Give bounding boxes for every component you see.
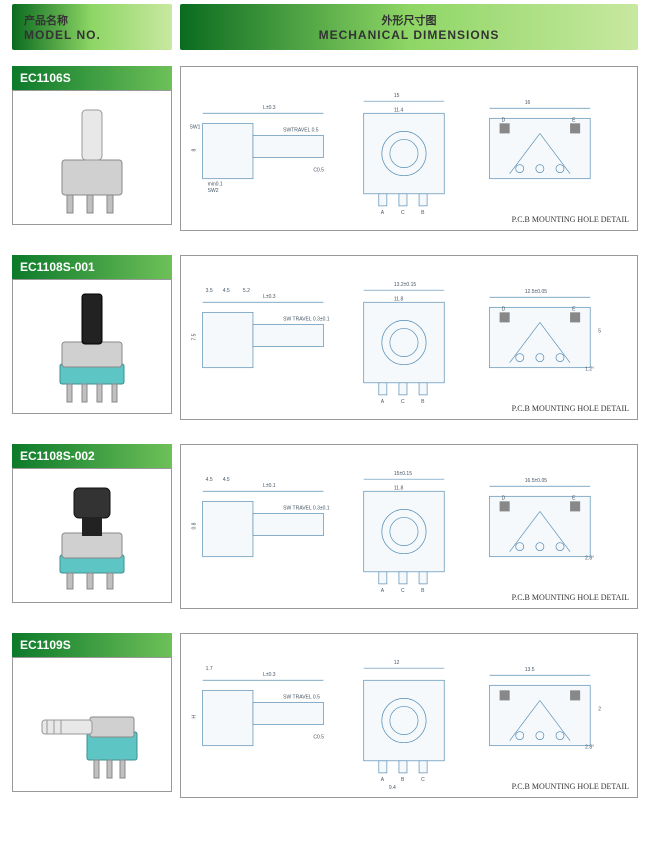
svg-text:13.5: 13.5 [525, 667, 535, 673]
header-model-cn: 产品名称 [24, 12, 160, 28]
header-row: 产品名称 MODEL NO. 外形尺寸图 MECHANICAL DIMENSIO… [0, 0, 650, 54]
product-row: EC1108S-001 L±0.3 SW TRAVEL 0.3±0.1 3.5 … [0, 243, 650, 432]
header-model: 产品名称 MODEL NO. [12, 4, 172, 50]
svg-text:B: B [401, 777, 405, 783]
svg-text:A: A [381, 777, 385, 783]
model-number: EC1106S [12, 66, 172, 90]
header-dim-en: MECHANICAL DIMENSIONS [192, 28, 626, 42]
svg-text:min0.1: min0.1 [208, 182, 223, 188]
svg-text:A: A [381, 210, 385, 216]
svg-text:A: A [381, 588, 385, 594]
svg-text:H: H [192, 715, 198, 719]
svg-text:2.8°: 2.8° [585, 556, 594, 562]
svg-text:D: D [502, 306, 506, 312]
svg-text:2.8°: 2.8° [585, 745, 594, 751]
svg-text:L±0.3: L±0.3 [263, 294, 276, 300]
svg-text:3.5: 3.5 [206, 288, 213, 294]
svg-text:SW TRAVEL 0.3±0.1: SW TRAVEL 0.3±0.1 [283, 316, 330, 322]
svg-text:A: A [381, 399, 385, 405]
svg-text:1.7: 1.7 [206, 666, 213, 672]
svg-text:C0.5: C0.5 [313, 168, 324, 174]
model-number: EC1108S-002 [12, 444, 172, 468]
svg-text:15±0.15: 15±0.15 [394, 471, 412, 477]
product-row: EC1106S L±0.3 SWTRAVEL 0.5 C0.5 8 SW1 SW… [0, 54, 650, 243]
svg-text:2: 2 [598, 706, 601, 712]
product-image [12, 657, 172, 792]
svg-text:12: 12 [394, 660, 400, 666]
svg-text:5.2: 5.2 [243, 288, 250, 294]
svg-text:11.4: 11.4 [394, 107, 404, 113]
product-row: EC1109S L±0.3 SW TRAVEL 0.5 C0.5 1.7 H [0, 621, 650, 810]
svg-text:SW1: SW1 [190, 124, 201, 130]
product-row: EC1108S-002 L±0.1 SW TRAVEL 0.3±0.1 4.5 … [0, 432, 650, 621]
svg-text:C: C [401, 210, 405, 216]
model-cell: EC1106S [12, 66, 172, 231]
svg-text:11.8: 11.8 [394, 296, 404, 302]
pcb-detail-label: P.C.B MOUNTING HOLE DETAIL [512, 215, 629, 224]
svg-text:SW TRAVEL 0.5: SW TRAVEL 0.5 [283, 694, 320, 700]
svg-text:C: C [401, 399, 405, 405]
svg-text:4.5: 4.5 [223, 288, 230, 294]
pcb-detail-label: P.C.B MOUNTING HOLE DETAIL [512, 782, 629, 791]
model-cell: EC1108S-001 [12, 255, 172, 420]
product-image [12, 279, 172, 414]
svg-text:13.2±0.15: 13.2±0.15 [394, 282, 416, 288]
svg-text:7.5: 7.5 [192, 333, 198, 340]
svg-text:B: B [421, 588, 425, 594]
svg-text:L±0.3: L±0.3 [263, 105, 276, 111]
svg-text:L±0.1: L±0.1 [263, 483, 276, 489]
svg-text:SWTRAVEL 0.5: SWTRAVEL 0.5 [283, 127, 319, 133]
model-number: EC1108S-001 [12, 255, 172, 279]
pcb-detail-label: P.C.B MOUNTING HOLE DETAIL [512, 593, 629, 602]
svg-text:15: 15 [394, 93, 400, 99]
svg-text:9.4: 9.4 [389, 785, 396, 791]
header-dim-cn: 外形尺寸图 [192, 12, 626, 28]
svg-text:16.5±0.05: 16.5±0.05 [525, 478, 547, 484]
header-model-en: MODEL NO. [24, 28, 160, 42]
svg-text:C0.5: C0.5 [313, 735, 324, 741]
svg-text:C: C [401, 588, 405, 594]
svg-text:0.8: 0.8 [192, 522, 198, 529]
model-number: EC1109S [12, 633, 172, 657]
svg-text:1.2°: 1.2° [585, 367, 594, 373]
dimensions-drawing: L±0.3 SW TRAVEL 0.3±0.1 3.5 4.5 5.2 7.5 … [180, 255, 638, 420]
svg-text:D: D [502, 495, 506, 501]
svg-text:11.8: 11.8 [394, 485, 404, 491]
svg-text:L±0.3: L±0.3 [263, 672, 276, 678]
svg-text:4.5: 4.5 [223, 477, 230, 483]
svg-text:8: 8 [192, 149, 198, 152]
product-image [12, 468, 172, 603]
header-dimensions: 外形尺寸图 MECHANICAL DIMENSIONS [180, 4, 638, 50]
svg-text:B: B [421, 399, 425, 405]
product-image [12, 90, 172, 225]
dimensions-drawing: L±0.3 SWTRAVEL 0.5 C0.5 8 SW1 SW2 min0.1… [180, 66, 638, 231]
svg-text:4.5: 4.5 [206, 477, 213, 483]
dimensions-drawing: L±0.3 SW TRAVEL 0.5 C0.5 1.7 H 12 A B C 9.… [180, 633, 638, 798]
svg-text:SW TRAVEL 0.3±0.1: SW TRAVEL 0.3±0.1 [283, 505, 330, 511]
model-cell: EC1109S [12, 633, 172, 798]
svg-text:C: C [421, 777, 425, 783]
svg-text:16: 16 [525, 100, 531, 106]
svg-text:5: 5 [598, 328, 601, 334]
dimensions-drawing: L±0.1 SW TRAVEL 0.3±0.1 4.5 4.5 0.8 15±0… [180, 444, 638, 609]
pcb-detail-label: P.C.B MOUNTING HOLE DETAIL [512, 404, 629, 413]
svg-text:B: B [421, 210, 425, 216]
svg-text:12.5±0.05: 12.5±0.05 [525, 289, 547, 295]
model-cell: EC1108S-002 [12, 444, 172, 609]
svg-text:SW2: SW2 [208, 188, 219, 194]
svg-text:D: D [502, 117, 506, 123]
